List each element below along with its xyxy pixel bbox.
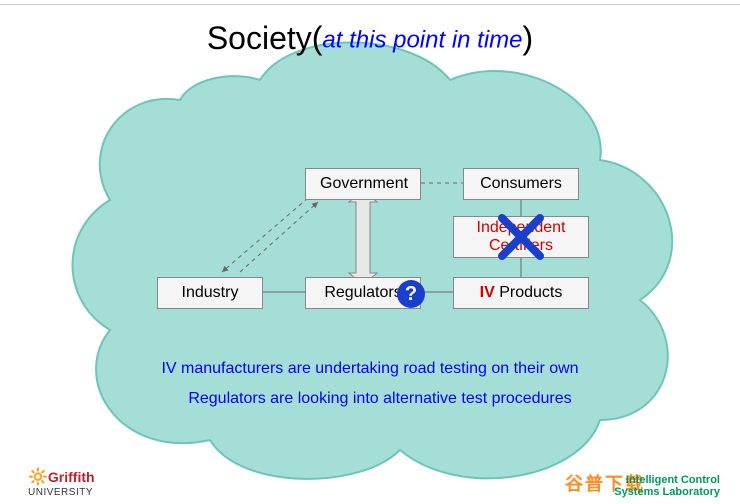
node-government: Government bbox=[305, 168, 421, 200]
caption-2: Regulators are looking into alternative … bbox=[140, 390, 620, 408]
node-industry: Industry bbox=[157, 277, 263, 309]
node-certifiers: Independent Certifiers bbox=[453, 216, 589, 258]
griffith-logo: 🔆Griffith UNIVERSITY bbox=[28, 467, 95, 498]
lab-line1: Intelligent Control bbox=[626, 474, 720, 486]
lab-logo: Intelligent Control Systems Laboratory bbox=[614, 474, 720, 498]
title-close-paren: ) bbox=[523, 20, 534, 56]
top-divider bbox=[0, 4, 740, 5]
caption-1: IV manufacturers are undertaking road te… bbox=[105, 360, 635, 378]
cloud-bubble bbox=[60, 40, 680, 480]
node-products: IV Products bbox=[453, 277, 589, 309]
node-consumers-label: Consumers bbox=[480, 175, 562, 192]
question-glyph: ? bbox=[405, 283, 417, 305]
griffith-brand: Griffith bbox=[48, 469, 95, 485]
title-prefix: Society bbox=[207, 20, 312, 56]
lab-line2: Systems Laboratory bbox=[614, 486, 720, 498]
title-blue: at this point in time bbox=[322, 27, 522, 54]
question-badge: ? bbox=[397, 280, 425, 308]
node-consumers: Consumers bbox=[463, 168, 579, 200]
caption-2-text: Regulators are looking into alternative … bbox=[188, 390, 571, 407]
node-regulators-label: Regulators bbox=[324, 284, 401, 301]
node-products-prefix: IV bbox=[480, 284, 495, 301]
caption-1-text: IV manufacturers are undertaking road te… bbox=[161, 360, 578, 377]
node-government-label: Government bbox=[320, 175, 408, 192]
node-certifiers-label1: Independent bbox=[477, 219, 566, 236]
griffith-sub: UNIVERSITY bbox=[28, 487, 95, 498]
node-industry-label: Industry bbox=[182, 284, 239, 301]
node-certifiers-label2: Certifiers bbox=[489, 237, 553, 254]
title-open-paren: ( bbox=[312, 20, 323, 56]
slide-title: Society(at this point in time) bbox=[0, 20, 740, 57]
node-products-label: Products bbox=[495, 284, 563, 301]
